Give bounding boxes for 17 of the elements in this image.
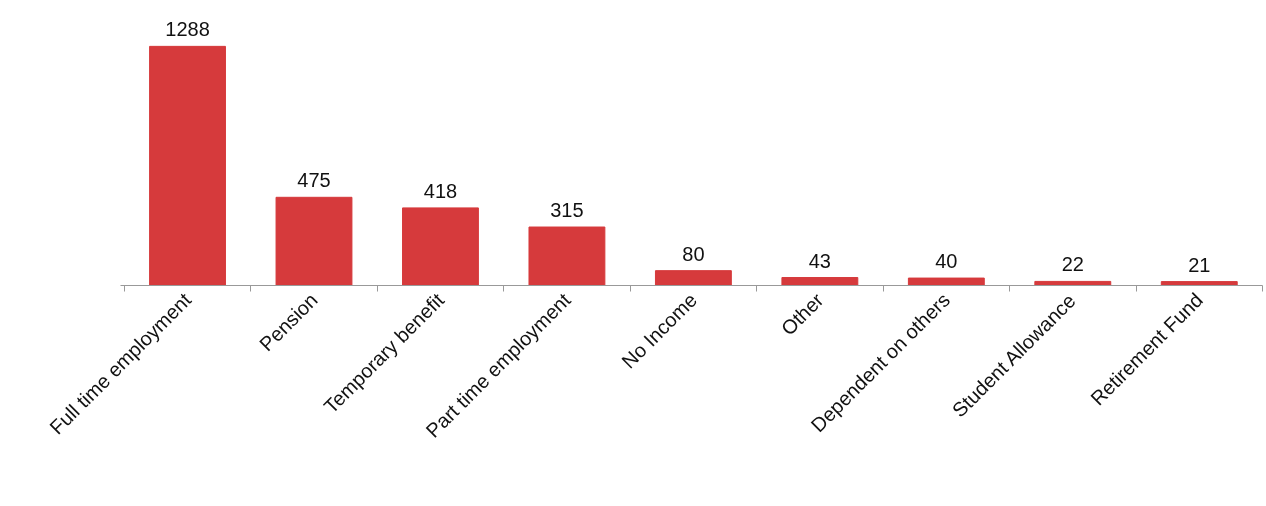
bar [781,277,859,286]
data-label: 22 [1061,253,1084,276]
data-label: 418 [423,179,458,202]
bar [402,207,479,286]
data-label: 475 [297,169,331,192]
bar [149,45,226,286]
bar [654,270,732,286]
data-label: 80 [682,242,705,265]
data-label: 1288 [165,18,210,41]
data-label: 21 [1188,253,1211,276]
bar [907,277,985,286]
data-label: 43 [808,249,831,272]
bar [275,196,353,286]
bar [528,226,606,286]
bar [1160,281,1238,286]
data-label: 40 [935,250,958,273]
data-label: 315 [550,199,584,222]
